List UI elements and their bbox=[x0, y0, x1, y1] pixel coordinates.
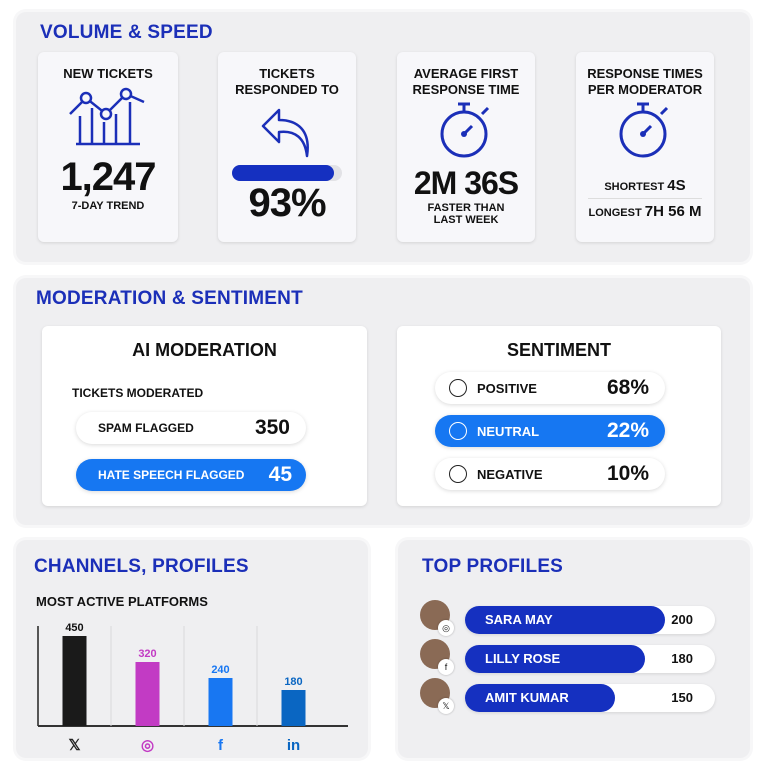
divider bbox=[588, 198, 702, 199]
x-icon: 𝕏 bbox=[68, 737, 80, 754]
pill-value: 45 bbox=[268, 463, 292, 486]
longest-value: 7H 56 M bbox=[644, 203, 702, 220]
pill-label: HATE SPEECH FLAGGED bbox=[98, 468, 245, 482]
pill-label: NEGATIVE bbox=[477, 466, 543, 482]
pill-value: 10% bbox=[606, 462, 649, 485]
x-icon: 𝕏 bbox=[438, 698, 454, 714]
card-title: AI MODERATION bbox=[132, 340, 277, 360]
profile-row: ◎ SARA MAY 200 bbox=[420, 600, 715, 636]
title-line: RESPONDED TO bbox=[235, 82, 339, 97]
profile-value: 150 bbox=[671, 690, 693, 705]
bar-facebook bbox=[208, 678, 233, 726]
responded-value: 93% bbox=[248, 181, 326, 225]
progress-fill bbox=[232, 165, 335, 181]
sentiment-positive: POSITIVE 68% bbox=[435, 372, 665, 404]
bar-linkedin bbox=[281, 690, 306, 726]
section-title: VOLUME & SPEED bbox=[40, 22, 213, 43]
bar-label: 450 bbox=[65, 622, 83, 634]
sentiment-neutral: NEUTRAL 22% bbox=[435, 415, 665, 447]
avg-first-value: 2M 36S bbox=[413, 165, 519, 201]
longest-row: LONGEST 7H 56 M bbox=[576, 203, 714, 220]
bar-label: 240 bbox=[211, 664, 229, 676]
profile-bar: AMIT KUMAR 150 bbox=[465, 684, 715, 712]
trend-chart-icon bbox=[69, 87, 145, 146]
sub-line: LAST WEEK bbox=[433, 214, 499, 226]
profile-row: 𝕏 AMIT KUMAR 150 bbox=[420, 678, 715, 714]
trend-label: 7-DAY TREND bbox=[71, 200, 145, 212]
platform-bar-chart: 450 𝕏 320 ◎ 240 f 180 in bbox=[37, 622, 348, 754]
bar-label: 320 bbox=[138, 648, 156, 660]
spam-flagged-pill: SPAM FLAGGED 350 bbox=[76, 412, 306, 444]
reply-arrow-icon bbox=[261, 108, 309, 158]
shortest-row: SHORTEST 4S bbox=[576, 177, 714, 194]
facebook-icon: f bbox=[438, 659, 454, 675]
facebook-icon: f bbox=[218, 737, 224, 754]
sentiment-negative: NEGATIVE 10% bbox=[435, 458, 665, 490]
profile-value: 200 bbox=[671, 612, 693, 627]
linkedin-icon: in bbox=[287, 737, 300, 754]
title-line: RESPONSE TIMES bbox=[587, 66, 703, 81]
smile-icon bbox=[449, 379, 467, 397]
avg-first-response-card: AVERAGE FIRST RESPONSE TIME 2M 36S FASTER… bbox=[397, 52, 535, 242]
card-title: SENTIMENT bbox=[506, 340, 611, 360]
chart-subtitle: MOST ACTIVE PLATFORMS bbox=[36, 594, 208, 609]
bar-x bbox=[62, 636, 87, 726]
sentiment-card: SENTIMENT POSITIVE 68% NEUTRAL 22% NEGATIV… bbox=[397, 326, 721, 506]
section-title: MODERATION & SENTIMENT bbox=[36, 288, 303, 309]
pill-value: 68% bbox=[606, 376, 649, 399]
profile-name: AMIT KUMAR bbox=[465, 684, 615, 712]
profile-bar: LILLY ROSE 180 bbox=[465, 645, 715, 673]
shortest-label: SHORTEST bbox=[604, 181, 665, 193]
card-title: RESPONSE TIMES PER MODERATOR bbox=[576, 66, 714, 98]
pill-label: SPAM FLAGGED bbox=[98, 421, 194, 435]
pill-value: 22% bbox=[606, 419, 649, 442]
subtitle: TICKETS MODERATED bbox=[72, 386, 204, 400]
section-title: TOP PROFILES bbox=[422, 556, 564, 577]
per-moderator-card: RESPONSE TIMES PER MODERATOR SHORTEST 4S … bbox=[576, 52, 714, 242]
responded-progress-bar bbox=[232, 165, 342, 181]
hate-speech-pill: HATE SPEECH FLAGGED 45 bbox=[76, 459, 306, 491]
title-line: RESPONSE TIME bbox=[412, 82, 520, 97]
card-title: AVERAGE FIRST RESPONSE TIME bbox=[397, 66, 535, 98]
stopwatch-icon bbox=[619, 102, 669, 158]
bar-instagram bbox=[135, 662, 160, 726]
pill-value: 350 bbox=[254, 416, 290, 439]
title-line: PER MODERATOR bbox=[587, 82, 703, 97]
profile-name: LILLY ROSE bbox=[465, 645, 645, 673]
longest-label: LONGEST bbox=[588, 207, 642, 219]
bar-label: 180 bbox=[284, 676, 302, 688]
channels-panel: CHANNELS, PROFILES MOST ACTIVE PLATFORMS… bbox=[16, 540, 368, 758]
profile-name: SARA MAY bbox=[465, 606, 665, 634]
avg-sub: FASTER THAN LAST WEEK bbox=[397, 202, 535, 226]
new-tickets-card: NEW TICKETS 1,247 7-DAY TREND bbox=[38, 52, 178, 242]
stopwatch-icon bbox=[440, 102, 490, 158]
title-line: TICKETS bbox=[259, 66, 315, 81]
section-title: CHANNELS, PROFILES bbox=[34, 556, 249, 577]
instagram-icon: ◎ bbox=[438, 620, 454, 636]
frown-icon bbox=[449, 465, 467, 483]
profile-bar: SARA MAY 200 bbox=[465, 606, 715, 634]
card-title: TICKETS RESPONDED TO bbox=[218, 66, 356, 98]
card-title: NEW TICKETS bbox=[63, 66, 153, 81]
pill-label: NEUTRAL bbox=[477, 423, 540, 439]
ai-moderation-card: AI MODERATION TICKETS MODERATED SPAM FLA… bbox=[42, 326, 367, 506]
neutral-face-icon bbox=[449, 422, 467, 440]
profile-row: f LILLY ROSE 180 bbox=[420, 639, 715, 675]
profile-value: 180 bbox=[671, 651, 693, 666]
sub-line: FASTER THAN bbox=[427, 202, 505, 214]
responded-card: TICKETS RESPONDED TO 93% bbox=[218, 52, 356, 242]
shortest-value: 4S bbox=[667, 177, 686, 194]
pill-label: POSITIVE bbox=[477, 380, 537, 396]
instagram-icon: ◎ bbox=[141, 737, 154, 754]
title-line: AVERAGE FIRST bbox=[413, 66, 519, 81]
new-tickets-value: 1,247 bbox=[60, 155, 156, 199]
